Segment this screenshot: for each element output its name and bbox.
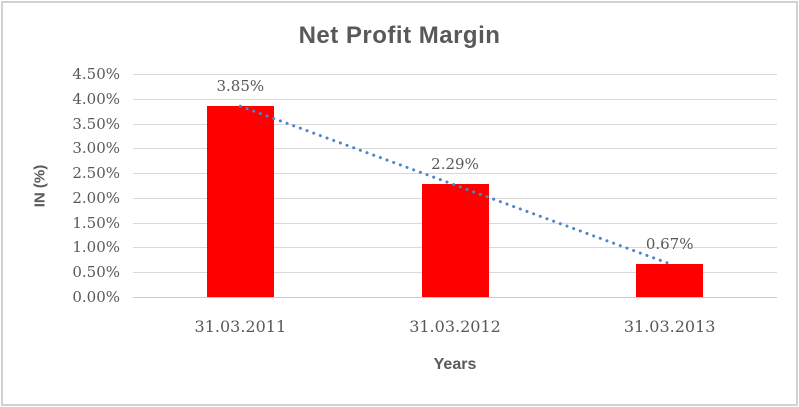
gridline — [133, 74, 777, 75]
y-axis-tick-label: 4.00% — [72, 90, 120, 108]
y-axis-tick-label: 3.00% — [72, 139, 120, 157]
y-axis-tick-label: 3.50% — [72, 115, 120, 133]
y-axis-tick-label: 0.00% — [72, 288, 120, 306]
bar-31.03.2013 — [636, 264, 703, 297]
bar-31.03.2011 — [207, 106, 274, 297]
x-axis-category-label: 31.03.2012 — [409, 317, 501, 336]
y-axis-tick-label: 0.50% — [72, 263, 120, 281]
y-axis-tick-label: 2.50% — [72, 164, 120, 182]
bar-31.03.2012 — [422, 184, 489, 297]
x-axis-category-label: 31.03.2013 — [623, 317, 716, 336]
x-axis-title: Years — [433, 356, 477, 373]
gridline — [133, 99, 777, 100]
bar-value-label: 3.85% — [216, 77, 265, 95]
y-axis-tick-label: 1.00% — [72, 238, 120, 256]
chart-title: Net Profit Margin — [298, 22, 501, 49]
x-axis-category-label: 31.03.2011 — [194, 317, 287, 336]
bar-value-label: 2.29% — [431, 155, 479, 173]
x-axis-line — [133, 297, 777, 298]
bar-value-label: 0.67% — [645, 235, 694, 253]
y-axis-tick-label: 4.50% — [72, 65, 120, 83]
y-axis-tick-label: 1.50% — [72, 214, 120, 232]
y-axis-tick-label: 2.00% — [72, 189, 120, 207]
